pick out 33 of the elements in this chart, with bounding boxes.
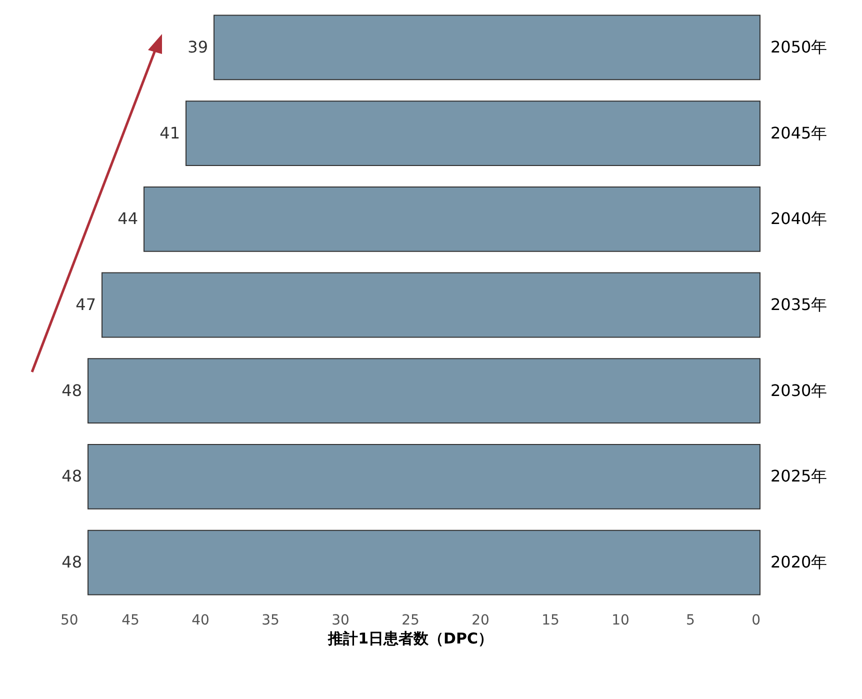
x-tick-label: 25 — [402, 612, 420, 628]
x-tick-label: 50 — [60, 612, 78, 628]
x-tick-label: 15 — [542, 612, 560, 628]
data-label: 47 — [76, 295, 96, 314]
bar — [144, 186, 760, 252]
y-tick-label: 2030年 — [770, 380, 828, 400]
bar — [214, 14, 760, 80]
x-tick-label: 5 — [686, 612, 695, 628]
y-tick-label: 2020年 — [770, 552, 828, 572]
data-label: 44 — [118, 209, 138, 228]
x-tick-label: 30 — [332, 612, 350, 628]
y-tick-label: 2035年 — [770, 295, 828, 314]
y-tick-label: 2050年 — [770, 37, 828, 56]
y-tick-label: 2040年 — [770, 209, 828, 228]
bar — [88, 444, 760, 510]
data-label: 48 — [62, 380, 82, 400]
x-tick-label: 10 — [612, 612, 630, 628]
data-label: 39 — [188, 37, 208, 56]
bar — [88, 358, 760, 424]
bar — [102, 272, 760, 338]
bar — [186, 100, 760, 166]
bar — [88, 530, 760, 596]
x-tick-label: 35 — [262, 612, 280, 628]
x-tick-label: 0 — [752, 612, 760, 628]
y-tick-label: 2025年 — [770, 466, 828, 486]
x-tick-label: 40 — [192, 612, 210, 628]
x-axis-title: 推計1日患者数（DPC） — [327, 630, 493, 648]
data-label: 48 — [62, 466, 82, 486]
data-label: 48 — [62, 552, 82, 572]
y-tick-label: 2045年 — [770, 123, 828, 142]
x-tick-label: 20 — [472, 612, 490, 628]
data-label: 41 — [160, 123, 180, 142]
x-tick-label: 45 — [122, 612, 140, 628]
